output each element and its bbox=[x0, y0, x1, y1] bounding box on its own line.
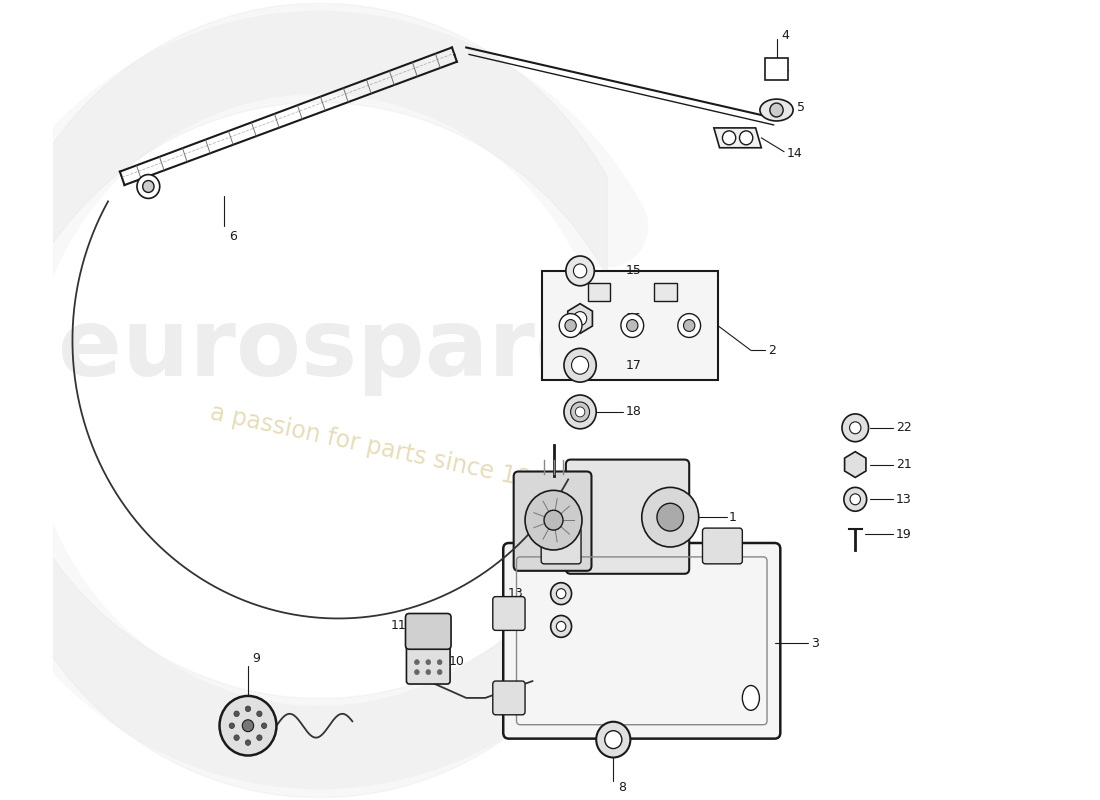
FancyBboxPatch shape bbox=[703, 528, 742, 564]
Polygon shape bbox=[766, 58, 788, 80]
Circle shape bbox=[220, 696, 276, 755]
Circle shape bbox=[426, 660, 430, 665]
Text: 22: 22 bbox=[896, 422, 912, 434]
Circle shape bbox=[620, 314, 644, 338]
Circle shape bbox=[565, 256, 594, 286]
Polygon shape bbox=[845, 452, 866, 478]
Circle shape bbox=[657, 503, 683, 531]
Circle shape bbox=[557, 589, 565, 598]
Circle shape bbox=[565, 319, 576, 331]
Circle shape bbox=[138, 174, 160, 198]
Polygon shape bbox=[714, 128, 761, 148]
Circle shape bbox=[627, 319, 638, 331]
Circle shape bbox=[551, 615, 572, 638]
Circle shape bbox=[575, 407, 585, 417]
FancyBboxPatch shape bbox=[493, 681, 525, 714]
Circle shape bbox=[438, 670, 442, 674]
Text: 10: 10 bbox=[449, 654, 465, 668]
Text: 1: 1 bbox=[729, 510, 737, 524]
Text: 16: 16 bbox=[626, 312, 641, 325]
Text: 3: 3 bbox=[811, 637, 818, 650]
Circle shape bbox=[245, 740, 251, 746]
FancyBboxPatch shape bbox=[542, 271, 717, 380]
FancyBboxPatch shape bbox=[406, 643, 450, 684]
Circle shape bbox=[256, 711, 262, 717]
Text: 5: 5 bbox=[798, 101, 805, 114]
Text: 4: 4 bbox=[781, 29, 789, 42]
Circle shape bbox=[426, 670, 430, 674]
Circle shape bbox=[844, 487, 867, 511]
Text: 2: 2 bbox=[768, 344, 776, 357]
Circle shape bbox=[234, 711, 239, 717]
Circle shape bbox=[544, 510, 563, 530]
FancyBboxPatch shape bbox=[541, 528, 581, 564]
Circle shape bbox=[605, 730, 621, 749]
Circle shape bbox=[557, 622, 565, 631]
Circle shape bbox=[723, 131, 736, 145]
Circle shape bbox=[842, 414, 869, 442]
FancyBboxPatch shape bbox=[587, 283, 610, 301]
FancyBboxPatch shape bbox=[493, 597, 525, 630]
Circle shape bbox=[415, 670, 419, 674]
Circle shape bbox=[234, 735, 239, 741]
FancyBboxPatch shape bbox=[503, 543, 780, 738]
Circle shape bbox=[525, 490, 582, 550]
Text: 14: 14 bbox=[786, 147, 803, 160]
Circle shape bbox=[415, 660, 419, 665]
Circle shape bbox=[678, 314, 701, 338]
Text: 17: 17 bbox=[626, 358, 641, 372]
FancyBboxPatch shape bbox=[514, 471, 592, 571]
Circle shape bbox=[229, 723, 234, 729]
Circle shape bbox=[564, 395, 596, 429]
Circle shape bbox=[571, 402, 590, 422]
Text: 13: 13 bbox=[896, 493, 912, 506]
Ellipse shape bbox=[760, 99, 793, 121]
Circle shape bbox=[739, 131, 752, 145]
Text: 8: 8 bbox=[618, 781, 626, 794]
Circle shape bbox=[683, 319, 695, 331]
Circle shape bbox=[559, 314, 582, 338]
Text: 12: 12 bbox=[507, 620, 524, 633]
Circle shape bbox=[262, 723, 267, 729]
Text: 9: 9 bbox=[253, 652, 261, 665]
Circle shape bbox=[572, 356, 588, 374]
Text: 18: 18 bbox=[626, 406, 641, 418]
Circle shape bbox=[573, 312, 586, 326]
Text: 6: 6 bbox=[229, 230, 236, 242]
Ellipse shape bbox=[742, 686, 759, 710]
FancyBboxPatch shape bbox=[654, 283, 676, 301]
Circle shape bbox=[143, 181, 154, 193]
Circle shape bbox=[256, 735, 262, 741]
Circle shape bbox=[573, 264, 586, 278]
Circle shape bbox=[245, 706, 251, 712]
Circle shape bbox=[564, 348, 596, 382]
Circle shape bbox=[551, 582, 572, 605]
Text: 11: 11 bbox=[390, 619, 406, 632]
Circle shape bbox=[596, 722, 630, 758]
FancyBboxPatch shape bbox=[565, 459, 690, 574]
Text: a passion for parts since 1985: a passion for parts since 1985 bbox=[208, 401, 563, 498]
Circle shape bbox=[850, 494, 860, 505]
Text: 15: 15 bbox=[626, 265, 641, 278]
Circle shape bbox=[438, 660, 442, 665]
Text: 21: 21 bbox=[896, 458, 912, 471]
Text: eurospares: eurospares bbox=[58, 304, 656, 396]
Polygon shape bbox=[568, 304, 593, 334]
FancyBboxPatch shape bbox=[406, 614, 451, 650]
Circle shape bbox=[849, 422, 861, 434]
Circle shape bbox=[770, 103, 783, 117]
Circle shape bbox=[641, 487, 698, 547]
Text: 19: 19 bbox=[896, 527, 912, 541]
Circle shape bbox=[242, 720, 254, 732]
Text: 13: 13 bbox=[507, 587, 524, 600]
